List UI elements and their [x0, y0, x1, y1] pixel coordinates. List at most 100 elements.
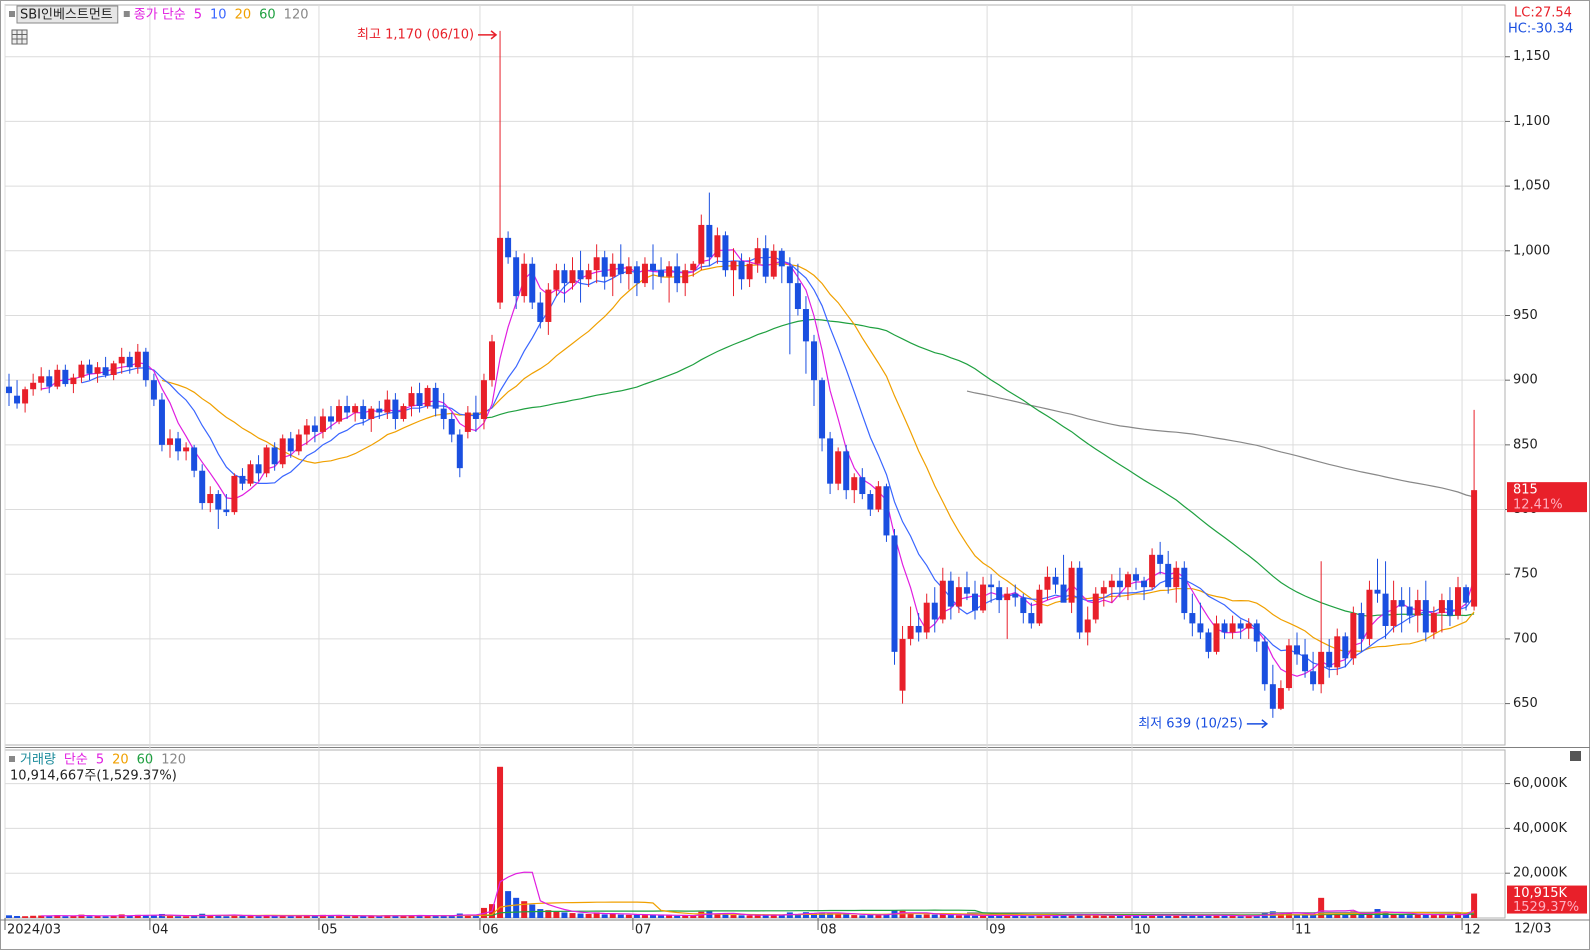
moving-average [161, 263, 1475, 653]
candle-body [1108, 580, 1115, 588]
candle-body [851, 477, 858, 491]
volume-bar [416, 915, 423, 918]
volume-bar [62, 916, 69, 918]
volume-bar [996, 915, 1003, 918]
price-legend: 종가 단순 [134, 8, 186, 23]
candle-body [1133, 574, 1139, 581]
volume-bar [609, 913, 616, 918]
volume-bar [207, 915, 214, 918]
volume-bar [907, 913, 914, 918]
candle-body [537, 302, 544, 322]
candle-body [497, 237, 504, 303]
candle-body [972, 593, 978, 611]
candle-body [1189, 613, 1196, 624]
volume-bar [1302, 914, 1309, 918]
candle-body [722, 235, 729, 271]
candle-body [1157, 554, 1164, 564]
candle-body [134, 351, 141, 368]
y-tick-label: 40,000K [1513, 821, 1567, 836]
moving-average [483, 318, 1475, 617]
candle-body [714, 235, 721, 258]
table-icon-grid [12, 30, 27, 44]
candle-body [674, 266, 681, 284]
volume-bar [1414, 914, 1421, 918]
volume-bar [827, 912, 834, 918]
candle-body [472, 412, 479, 419]
legend-item: 20 [112, 753, 129, 768]
volume-bar [102, 916, 109, 918]
candle-body [1100, 587, 1107, 594]
candle-body [585, 270, 592, 280]
candle-body [70, 377, 77, 385]
candle-body [738, 261, 745, 280]
candle-body [1004, 593, 1011, 601]
x-tick-label: 05 [321, 923, 338, 938]
last-date-label: 12/03 [1514, 922, 1551, 937]
volume-bar [851, 915, 858, 918]
candle-body [762, 248, 769, 277]
candle-body [448, 418, 455, 435]
candle-body [633, 266, 640, 284]
volume-bar [1326, 913, 1333, 918]
volume-bar [1012, 915, 1019, 918]
volume-bar [1318, 897, 1325, 918]
candle-body [1455, 587, 1461, 616]
candle-body [1471, 490, 1478, 607]
volume-bar [738, 915, 745, 918]
candle-body [271, 447, 278, 465]
candle-body [287, 438, 294, 452]
volume-bar [601, 914, 608, 918]
volume-bar [972, 915, 978, 918]
volume-bar [1358, 913, 1365, 918]
volume-bar [947, 915, 954, 918]
candle-body [947, 580, 954, 607]
volume-bar [440, 915, 447, 918]
candle-body [1149, 554, 1156, 588]
candle-body [440, 408, 447, 419]
volume-bar [344, 916, 351, 918]
volume-bar [255, 916, 262, 918]
close-button[interactable] [1570, 751, 1581, 761]
volume-bar [722, 914, 729, 918]
volume-bar [1213, 915, 1220, 918]
volume-bar [279, 915, 286, 918]
candle-body [1036, 589, 1043, 624]
volume-bar [1044, 914, 1051, 918]
volume-bar [400, 915, 407, 918]
volume-bar [1229, 915, 1236, 918]
candle-body [730, 261, 737, 271]
candle-body [62, 369, 69, 385]
candle-body [794, 283, 801, 310]
volume-bar [939, 913, 946, 918]
candle-body [1141, 580, 1148, 588]
candle-body [1165, 563, 1172, 588]
volume-bar [923, 914, 930, 918]
volume-bar [883, 913, 890, 918]
low-label: 최저 639 (10/25) [1138, 716, 1243, 731]
candle-body [617, 263, 624, 275]
volume-bar [1205, 914, 1212, 918]
volume-bar [303, 915, 310, 918]
volume-bar [899, 910, 906, 918]
legend-item: 60 [137, 753, 154, 768]
candle-body [923, 602, 930, 633]
moving-average [81, 256, 1475, 671]
candle-body [666, 266, 673, 277]
x-tick-label: 12 [1464, 923, 1481, 938]
candle-body [368, 408, 375, 419]
y-tick-label: 900 [1513, 373, 1538, 388]
volume-bar [1068, 914, 1075, 918]
candle-body [126, 356, 133, 368]
title-marker [9, 11, 15, 17]
candle-body [1294, 645, 1300, 655]
volume-bar [1157, 914, 1164, 918]
candle-body [1302, 654, 1309, 672]
table-icon[interactable] [11, 29, 28, 45]
volume-bar [577, 913, 584, 918]
volume-bar [1430, 915, 1437, 918]
volume-bar [191, 915, 198, 918]
candle-body [247, 464, 254, 484]
volume-bar [1398, 914, 1405, 918]
volume-bar [746, 915, 753, 918]
